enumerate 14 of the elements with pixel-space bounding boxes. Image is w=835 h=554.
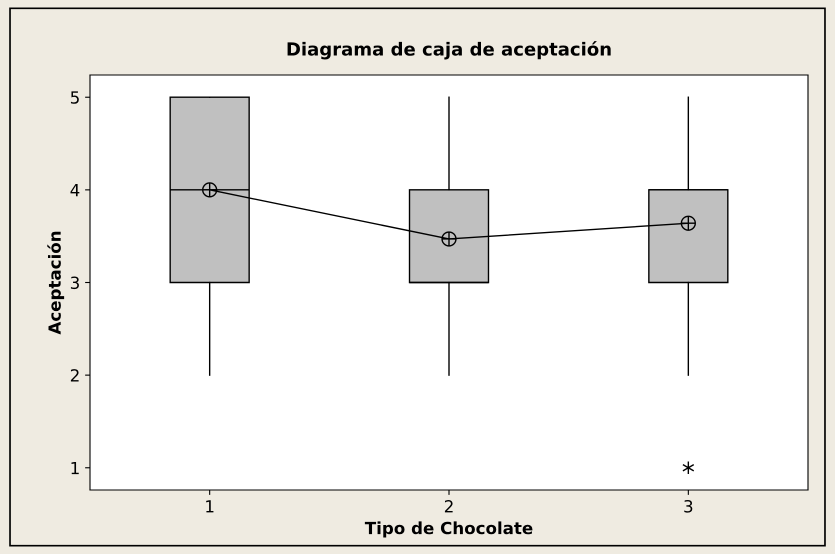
y-tick-label: 2	[70, 369, 79, 382]
point	[202, 182, 218, 198]
y-tick-label: 4	[70, 184, 80, 196]
x-tick-label: 1	[206, 500, 214, 512]
point	[441, 231, 457, 247]
x-tick-label: 3	[684, 500, 692, 513]
y-axis-title: Aceptación	[47, 232, 64, 334]
y-tick-label: 1	[72, 462, 79, 474]
x-axis-title: Tipo de Chocolate	[364, 521, 532, 538]
point	[680, 216, 696, 231]
x-tick-label: 2	[444, 500, 453, 512]
y-tick-label: 3	[70, 276, 79, 290]
y-tick-label: 5	[70, 91, 79, 104]
chart-title: Diagrama de caja de aceptación	[288, 41, 611, 60]
